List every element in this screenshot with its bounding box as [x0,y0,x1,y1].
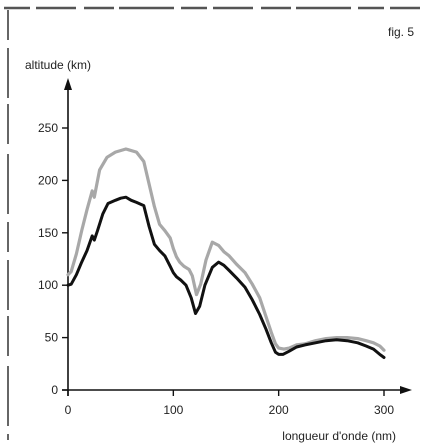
ticks: 0 50 100 150 200 250 0 100 200 300 [38,121,394,417]
black-series-line [66,195,386,359]
gray-series-line [66,147,386,352]
series-layer [66,147,386,359]
x-tick-label: 100 [163,403,183,417]
figure-label: fig. 5 [388,25,414,39]
x-axis-arrow [400,386,412,394]
y-tick-label: 100 [38,278,58,292]
y-tick-label: 250 [38,121,58,135]
x-axis-label: longueur d'onde (nm) [282,429,396,443]
y-tick-label: 50 [45,331,59,345]
x-tick-label: 200 [269,403,289,417]
x-tick-label: 0 [65,403,72,417]
y-tick-label: 150 [38,226,58,240]
axes [62,78,412,396]
y-axis-label: altitude (km) [25,58,91,72]
y-axis-arrow [64,78,72,90]
y-tick-label: 200 [38,173,58,187]
y-tick-label: 0 [51,383,58,397]
figure-frame [4,6,420,440]
x-tick-label: 300 [374,403,394,417]
